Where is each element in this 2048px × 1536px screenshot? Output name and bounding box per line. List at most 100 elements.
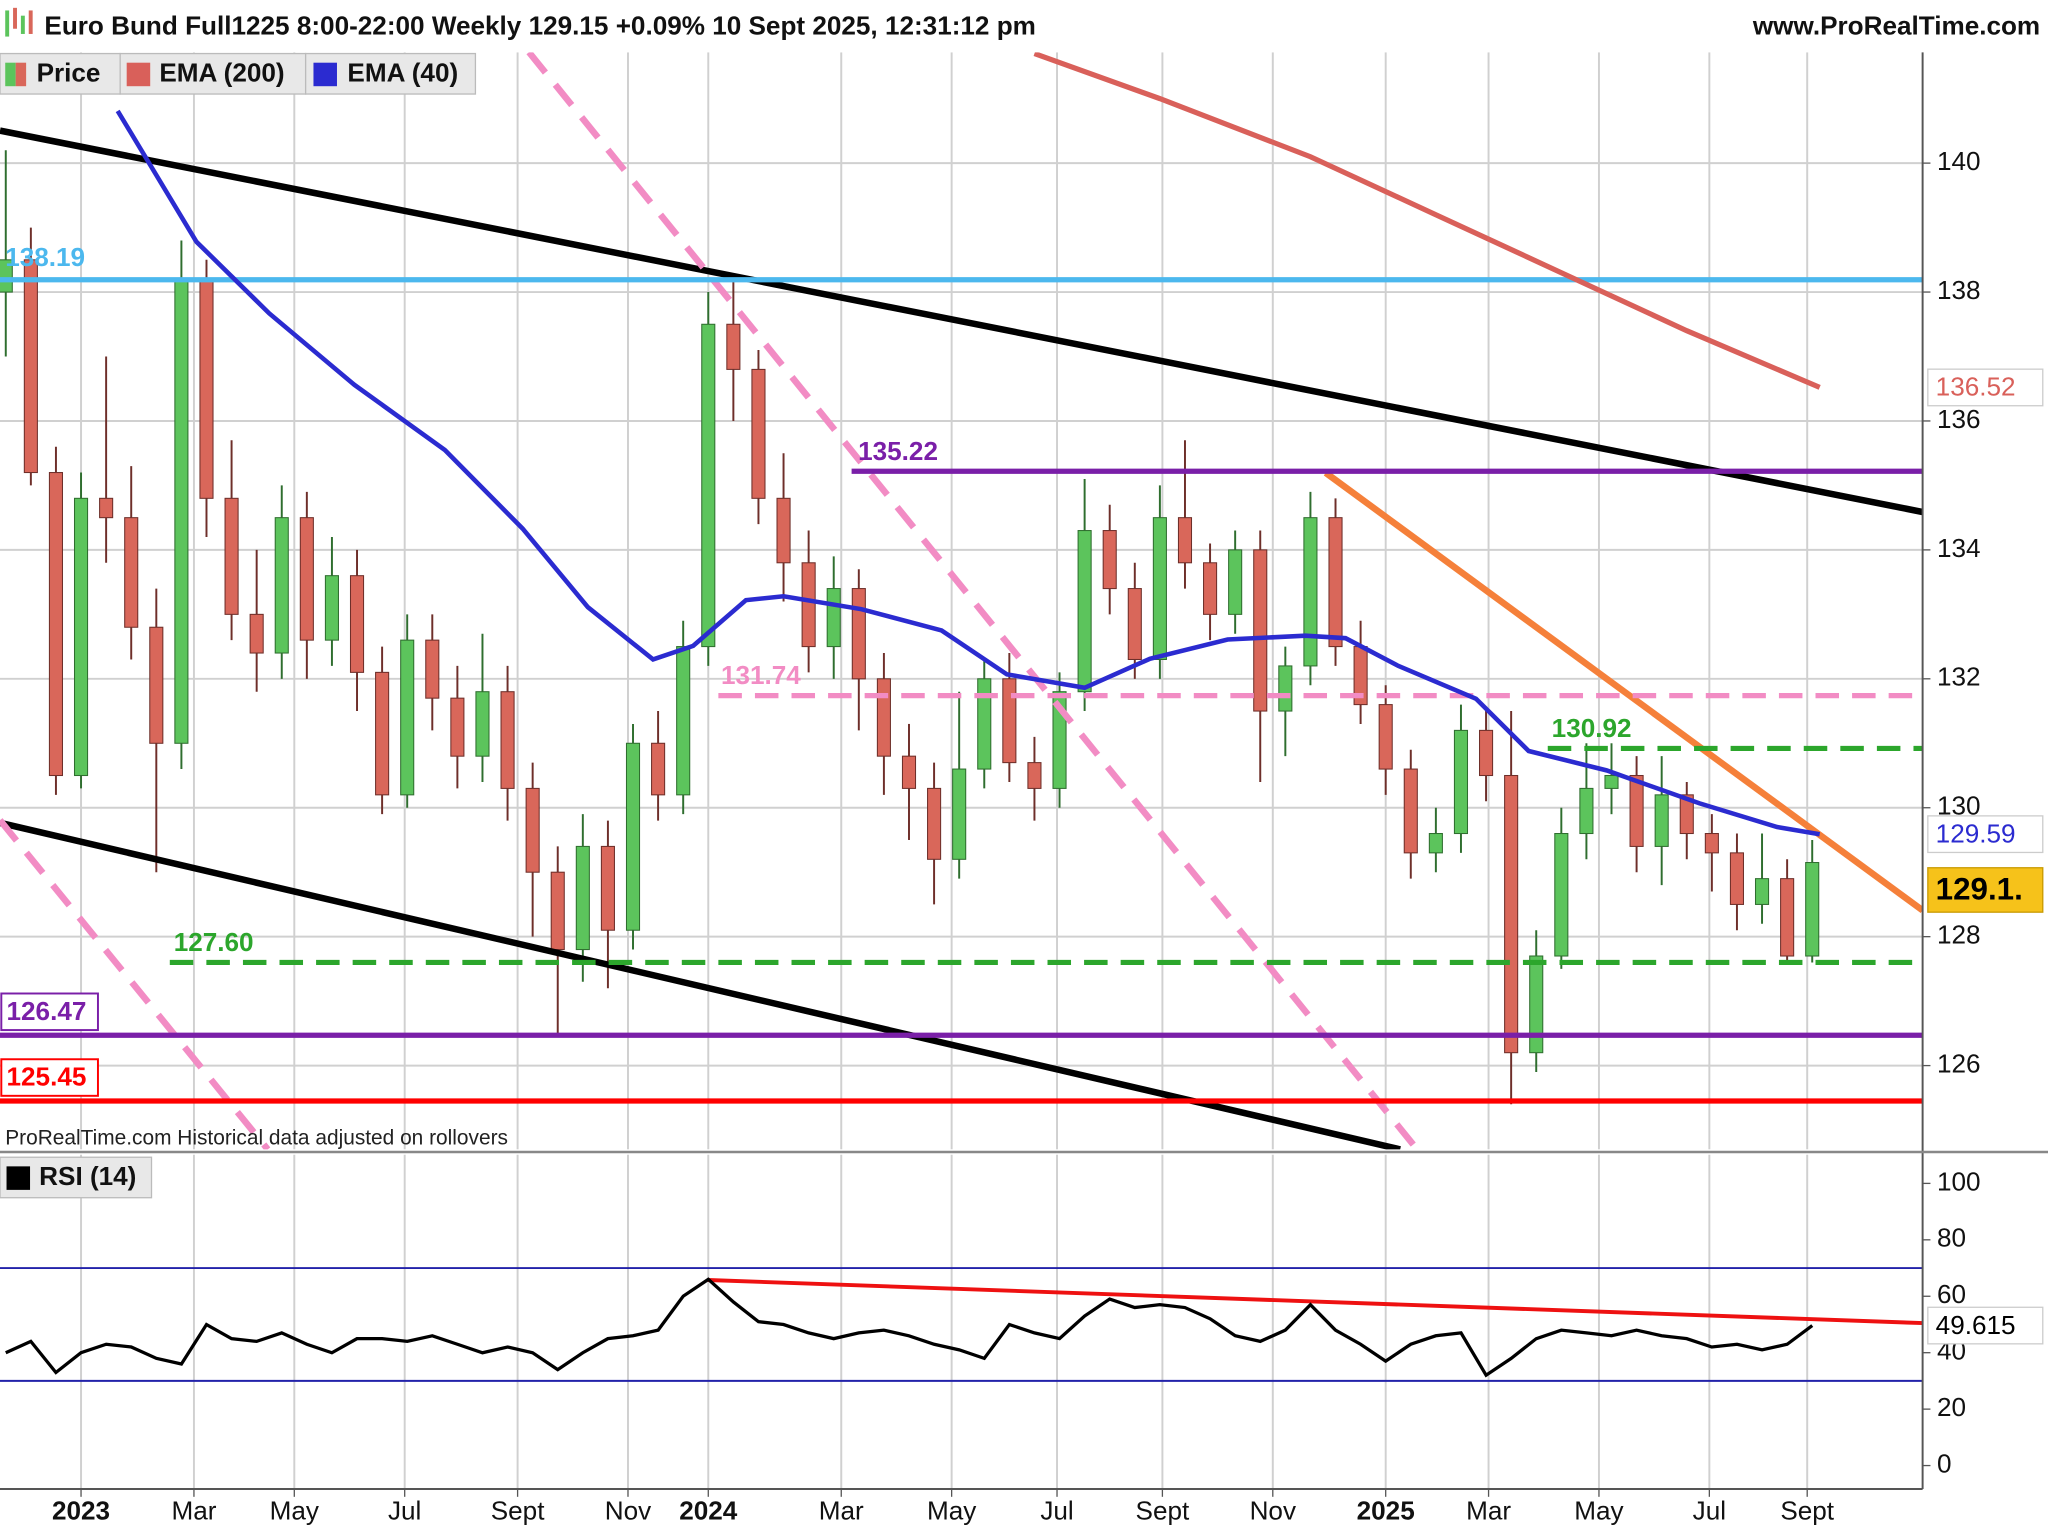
candle-body (1679, 794, 1694, 835)
candle-body (249, 613, 264, 654)
candle-body (1102, 530, 1117, 590)
candle-body (1805, 862, 1820, 957)
legend-swatch (126, 62, 151, 87)
y-tick-label: 138 (1937, 275, 1981, 305)
candle-body (324, 575, 339, 641)
value-tag: 129.59 (1936, 818, 2016, 848)
value-tag-box (1927, 815, 2044, 854)
candle-body (1152, 517, 1167, 660)
y-tick-label: 126 (1937, 1048, 1981, 1078)
candle-body (876, 678, 891, 757)
axes: 2023 Mar May Jul Sept Nov 2024 Mar May Jul Sept Nov… (0, 52, 2048, 1525)
value-tag: 136.52 (1936, 372, 2016, 402)
candle-body (1328, 517, 1343, 648)
candle-body (224, 497, 239, 615)
candle-body (1629, 774, 1644, 847)
value-tag-box (1927, 867, 2044, 913)
candle-body (1228, 549, 1243, 615)
ema-line (115, 109, 1821, 837)
candle-body (1453, 729, 1469, 835)
trend-line (526, 52, 1420, 1150)
footnote: ProRealTime.com Historical data adjusted… (5, 1126, 508, 1149)
x-tick-label: Mar (171, 1495, 216, 1525)
candle-body (575, 845, 590, 951)
y-tick-label: 60 (1937, 1279, 1966, 1309)
candle-body (1554, 833, 1569, 957)
legend-label: EMA (200) (159, 57, 284, 87)
candle-body (1077, 530, 1092, 693)
candle-body (1529, 955, 1544, 1054)
candle-body (801, 562, 816, 648)
trend-line (0, 819, 1401, 1150)
candle-body (425, 639, 440, 699)
header-icon (5, 10, 10, 37)
ema-line (1033, 52, 1821, 390)
candle-body (952, 768, 967, 860)
candle-body (550, 871, 565, 951)
grid (0, 52, 1923, 1150)
candle-body (1754, 878, 1770, 905)
x-tick-label: Nov (605, 1495, 651, 1525)
level-label: 126.47 (7, 996, 87, 1026)
main-plot (0, 52, 1923, 1150)
candle-body (1403, 768, 1418, 854)
level-label-box (0, 1058, 99, 1097)
candle-body (299, 517, 314, 641)
candle-body (826, 588, 841, 648)
x-tick-label: Jul (388, 1495, 421, 1525)
candle-body (475, 691, 490, 757)
candle-body (1027, 762, 1042, 789)
y-tick-label: 132 (1937, 662, 1981, 692)
x-tick-label: May (927, 1495, 976, 1525)
candle-body (1177, 517, 1193, 564)
level-label: 130.92 (1552, 713, 1632, 743)
candle-body (174, 278, 189, 744)
x-tick-label: Jul (1040, 1495, 1073, 1525)
x-tick-label: Sept (1136, 1495, 1190, 1525)
value-tag: 49.615 (1936, 1310, 2016, 1340)
candle-body (149, 626, 164, 744)
trend-line (1323, 470, 1923, 914)
legend-swatch (313, 62, 337, 87)
candle-body (1729, 852, 1745, 905)
x-tick-label: Nov (1250, 1495, 1296, 1525)
candle-body (349, 575, 365, 673)
y-tick-label: 128 (1937, 920, 1981, 950)
candle-body (851, 588, 866, 680)
level-label: 127.60 (174, 927, 254, 957)
x-tick-label: Sept (491, 1495, 545, 1525)
candle-body (1704, 833, 1719, 854)
rsi-trend-line (707, 1278, 1923, 1326)
candles (0, 150, 1820, 1105)
x-tick-label: Jul (1693, 1495, 1726, 1525)
trend-line (0, 818, 271, 1150)
candle-body (901, 755, 917, 789)
levels (0, 277, 1923, 1104)
candle-body (1428, 833, 1443, 854)
rsi-plot (0, 1154, 1923, 1489)
header-icon (13, 7, 17, 29)
candle-body (1303, 517, 1318, 667)
candle-body (625, 742, 641, 931)
candle-body (1654, 794, 1669, 847)
x-tick-label: May (270, 1495, 319, 1525)
candle-body (525, 787, 540, 873)
rsi-line (5, 1277, 1814, 1378)
rsi-line (5, 1277, 1814, 1378)
candle-body (676, 646, 691, 796)
x-tick-label: Mar (1466, 1495, 1511, 1525)
legend-swatch (15, 62, 27, 87)
candle-body (701, 323, 716, 648)
candle-body (274, 517, 289, 654)
candle-body (726, 323, 741, 370)
source: www.ProRealTime.com (1752, 10, 2040, 40)
level-label: 131.74 (721, 660, 801, 690)
candle-body (1002, 678, 1017, 764)
candle-body (600, 845, 615, 931)
legend: Price EMA (200) EMA (40) RSI (14) (0, 52, 477, 1199)
candle-body (651, 742, 666, 796)
candle-body (1579, 787, 1594, 835)
candle-body (375, 671, 390, 796)
